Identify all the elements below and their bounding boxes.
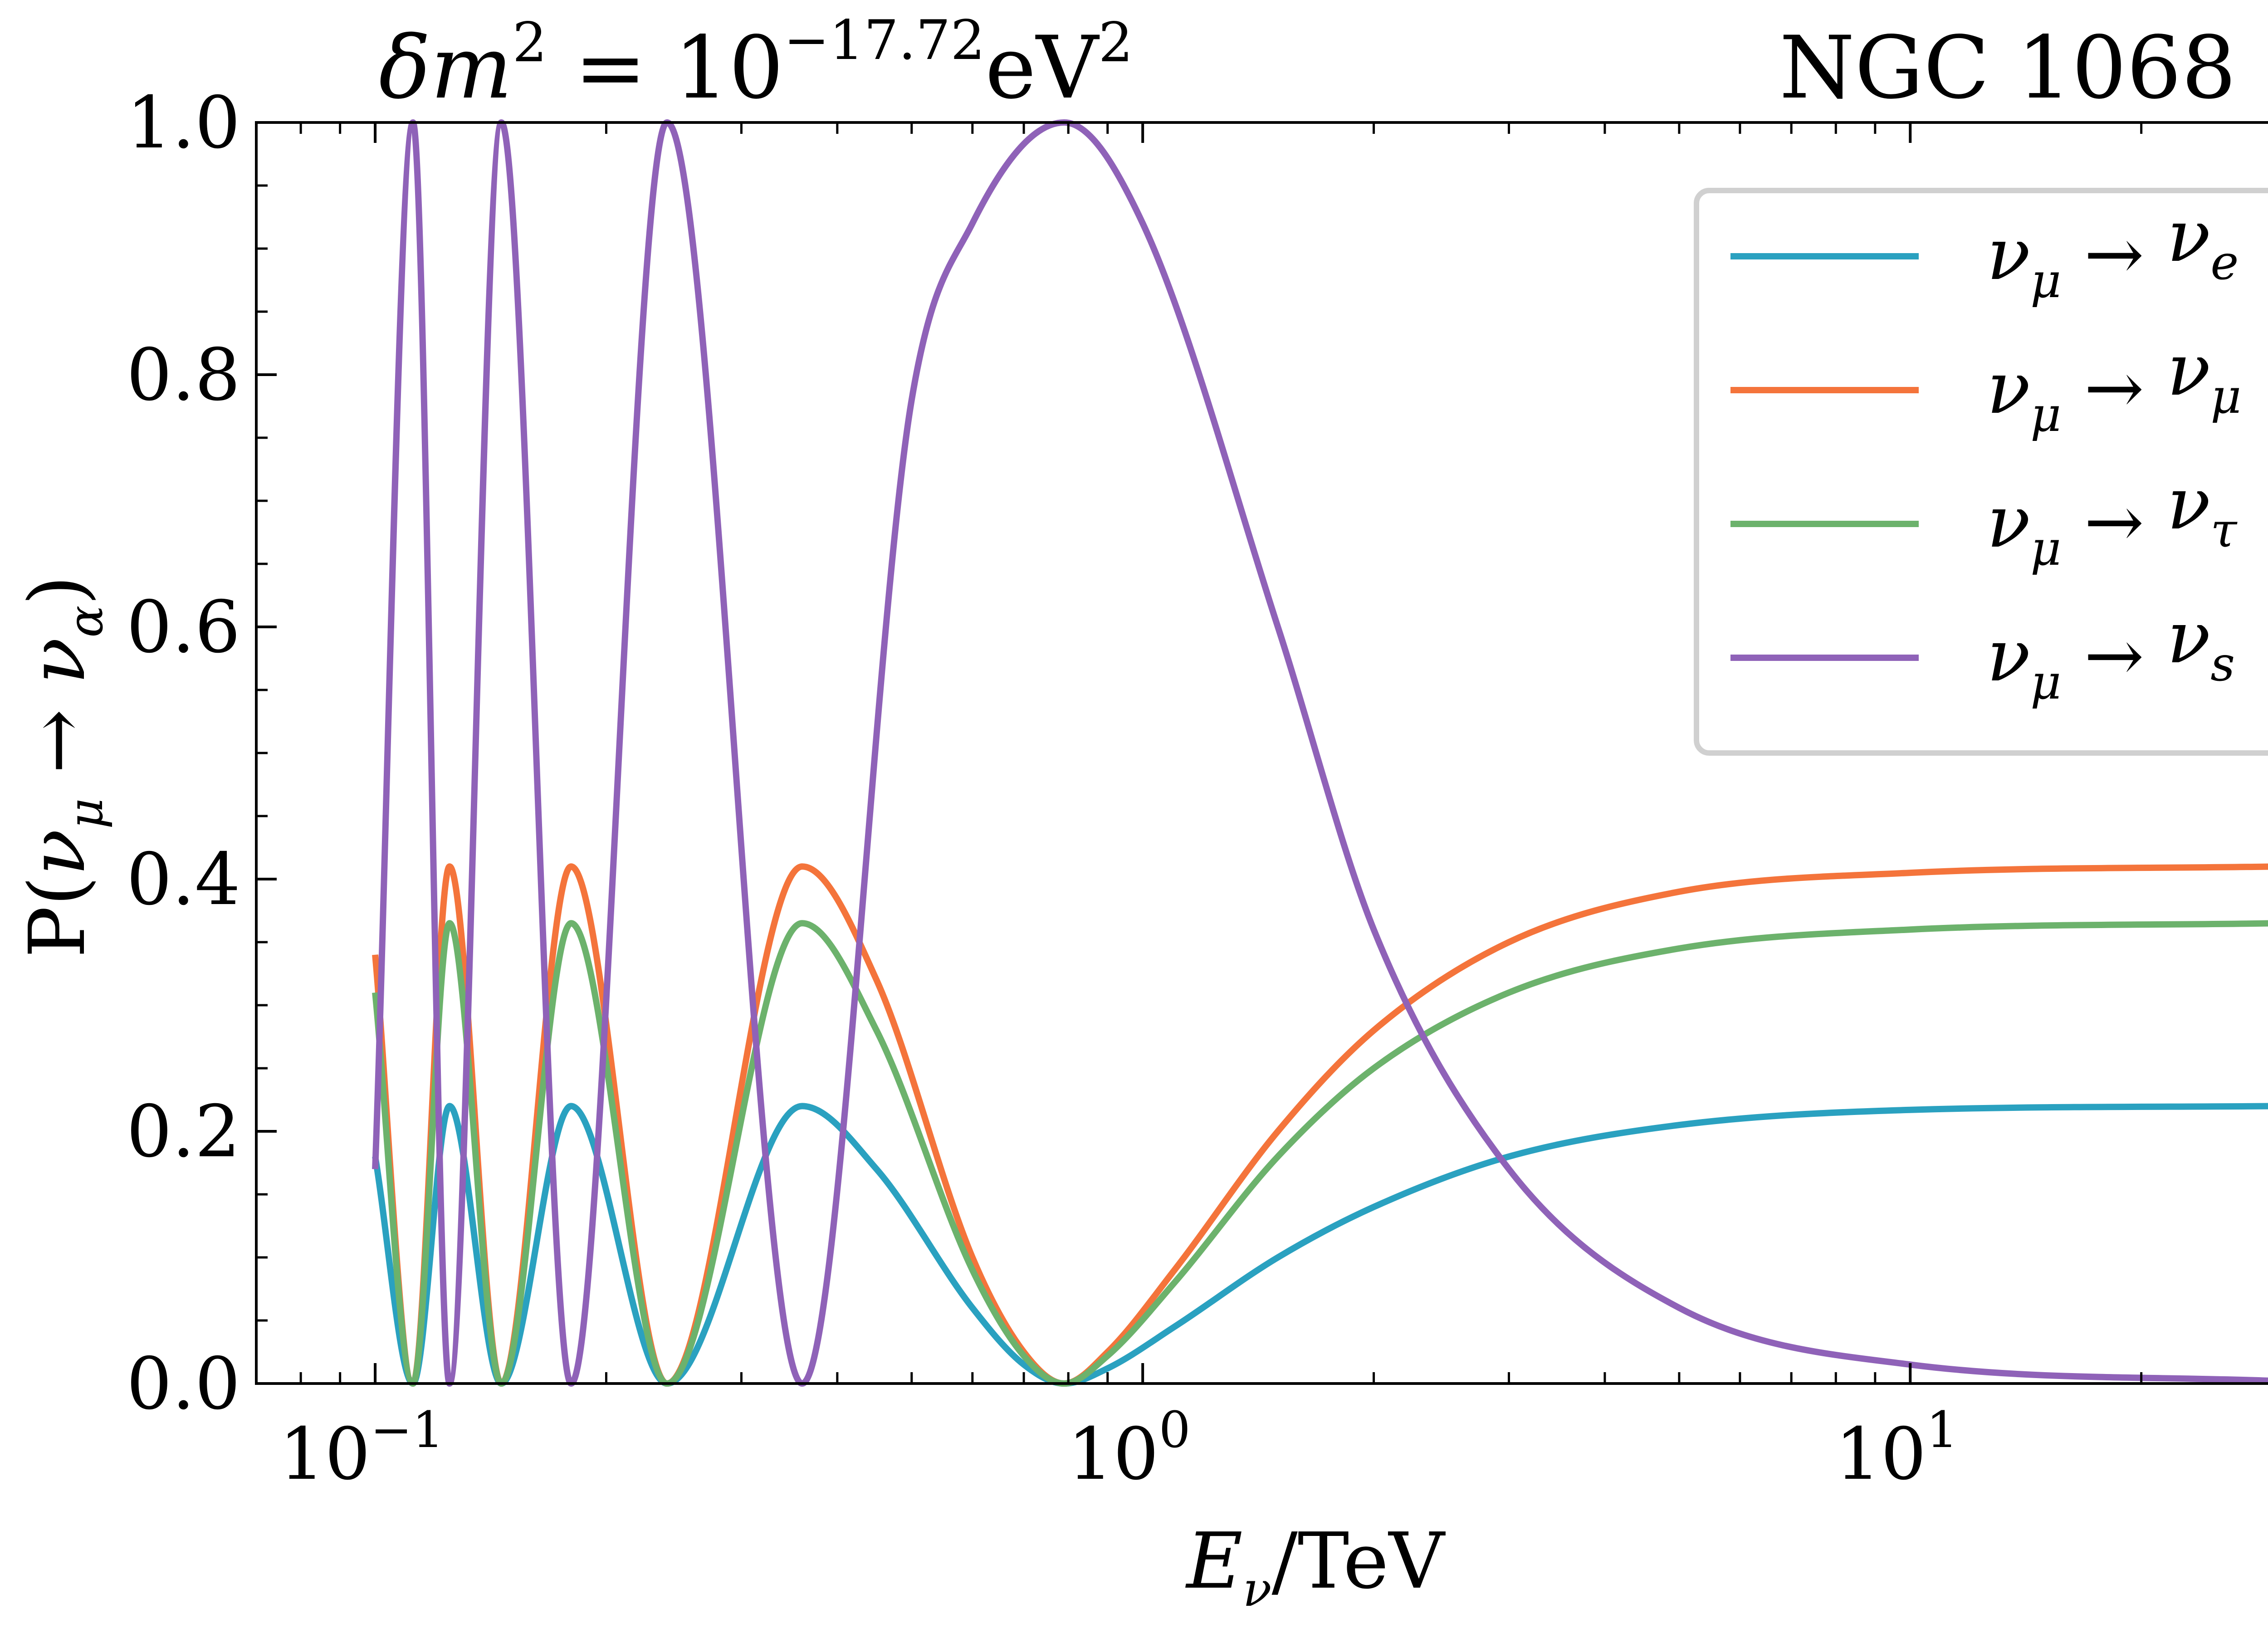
series-line-s (372, 119, 2268, 1387)
series-line-e (372, 1103, 2268, 1387)
xlabel-sub: ν (1243, 1562, 1272, 1617)
y-tick-label: 0.4 (127, 838, 240, 921)
chart-title-left: δm2 = 10−17.72eV2 (379, 9, 1133, 118)
legend-label-s: νμ → νs (1987, 596, 2235, 710)
title-eq: = 10 (547, 18, 784, 118)
title-unit: eV (985, 18, 1100, 118)
series-layer (372, 119, 2268, 1387)
series-line-τ (372, 920, 2268, 1387)
y-tick-label: 0.6 (127, 586, 240, 669)
ylabel-nu1: ν (13, 829, 103, 876)
ylabel-post: ) (13, 575, 103, 605)
x-tick-label: 10−1 (279, 1401, 444, 1496)
series-line-μ (372, 863, 2268, 1387)
legend-box (1694, 188, 2268, 756)
xlabel-main: E (1185, 1516, 1243, 1606)
legend-label-μ: νμ → νμ (1987, 328, 2241, 442)
ylabel-arrow: → (13, 684, 103, 798)
y-tick-label: 0.0 (127, 1342, 240, 1426)
y-tick-label: 1.0 (127, 81, 240, 165)
ylabel-sub2: α (58, 606, 113, 638)
ylabel-nu2: ν (13, 638, 103, 684)
y-axis-label: P(νμ → να) (13, 575, 113, 958)
title-exp2: −17.72 (784, 9, 985, 72)
legend-label-e: νμ → νe (1987, 195, 2239, 308)
y-axis: 0.0 0.2 0.4 0.6 0.8 1.0 (127, 81, 277, 1426)
x-tick-label: 100 (1068, 1401, 1191, 1496)
x-axis: 10−1 100 101 (279, 122, 2143, 1496)
ylabel-sub1: μ (58, 798, 113, 829)
ylabel-pre: P( (13, 876, 103, 958)
legend: νμ → νe νμ → νμ νμ → ντ νμ → νs (1694, 188, 2268, 756)
y-tick-label: 0.8 (127, 333, 240, 417)
legend-entries: νμ → νe νμ → νμ νμ → ντ νμ → νs (1730, 195, 2241, 710)
title-exp3: 2 (1098, 11, 1133, 74)
legend-label-τ: νμ → ντ (1987, 462, 2238, 576)
y-tick-label: 0.2 (127, 1090, 240, 1173)
x-axis-label: Eν/TeV (1185, 1516, 1446, 1617)
x-tick-label: 101 (1835, 1401, 1958, 1496)
title-base: δm (379, 18, 513, 118)
xlabel-rest: /TeV (1272, 1516, 1446, 1606)
title-exp1: 2 (513, 11, 547, 74)
chart-title-right: NGC 1068 (1779, 18, 2236, 118)
